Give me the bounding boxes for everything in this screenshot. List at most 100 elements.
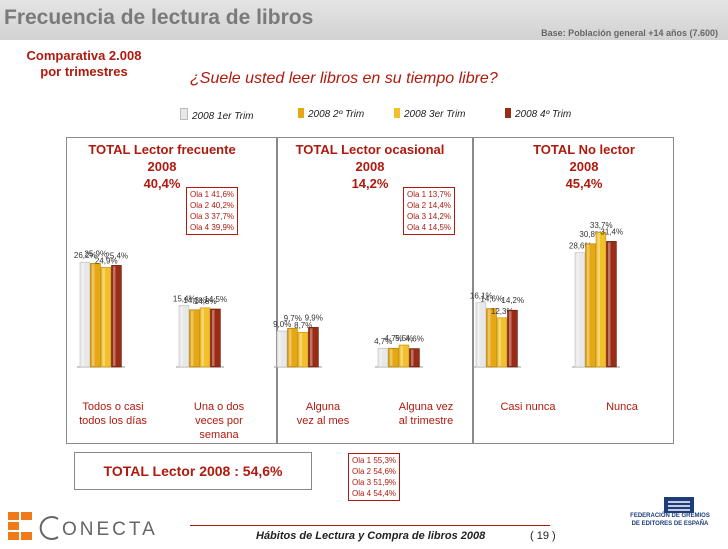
group-title-frecuente-pct: 40,4%	[143, 176, 181, 191]
bar-highlight	[411, 349, 414, 366]
category-label-1-line2: todos los días	[79, 415, 147, 427]
federacion-text: FEDERACIÓN DE GREMIOS DE EDITORES DE ESP…	[614, 512, 726, 528]
bar-highlight	[191, 310, 194, 366]
legend-swatch-q3	[394, 108, 400, 118]
group-title-frecuente: TOTAL Lector frecuente 2008 40,4%	[66, 141, 258, 192]
bar-value-label: 9,9%	[305, 313, 323, 322]
bar-value-label: 12,3%	[491, 307, 514, 316]
legend-item-q1: 2008 1er Trim	[180, 108, 254, 122]
bar-highlight	[278, 332, 281, 366]
bar	[595, 231, 607, 368]
bar-value-label: 33,7%	[590, 221, 613, 230]
bar	[398, 344, 410, 368]
footer-title: Hábitos de Lectura y Compra de libros 20…	[256, 530, 486, 542]
bar	[178, 305, 190, 368]
bar-highlight	[310, 328, 313, 366]
federacion-mark-icon	[664, 497, 694, 513]
federacion-logo	[664, 497, 694, 518]
bar-value-label: 30,8%	[579, 230, 602, 239]
legend-item-q4: 2008 4º Trim	[505, 108, 571, 122]
base-note: Base: Población general +14 años (7.600)	[541, 28, 718, 38]
group-title-no-lector: TOTAL No lector 2008 45,4%	[484, 141, 684, 192]
group-title-no-lector-line1: TOTAL No lector	[533, 142, 635, 157]
category-label-2-line3: semana	[199, 429, 239, 441]
subtitle: Comparativa 2.008 por trimestres	[14, 48, 154, 80]
bar	[100, 267, 112, 368]
bar-highlight	[81, 263, 84, 366]
category-label-2-line1: Una o dos	[193, 401, 245, 413]
ola-total-3: Ola 3 51,9%	[352, 478, 397, 487]
category-label-2: Una o dos veces por semana	[164, 400, 274, 442]
ola-total-4: Ola 4 54,4%	[352, 489, 397, 498]
category-label-6-line1: Nunca	[606, 401, 638, 413]
bar-highlight	[608, 242, 611, 366]
bar	[475, 302, 487, 368]
bar-highlight	[92, 264, 95, 366]
bar-highlight	[498, 318, 501, 366]
bar-value-label: 15,4%	[173, 294, 196, 303]
category-label-5-line1: Casi nunca	[500, 401, 556, 413]
subtitle-line-1: Comparativa 2.008	[26, 48, 142, 63]
category-label-2-line2: veces por	[195, 415, 243, 427]
bar	[199, 307, 211, 368]
ola-total-1: Ola 1 55,3%	[352, 456, 397, 465]
bar-value-label: 28,6%	[569, 242, 592, 251]
bar	[308, 327, 319, 368]
bar-highlight	[400, 346, 403, 366]
bar-highlight	[509, 311, 512, 366]
ola-frecuente-3: Ola 3 37,7%	[190, 212, 235, 221]
footer-divider	[190, 525, 550, 526]
ola-box-ocasional: Ola 1 13,7% Ola 2 14,4% Ola 3 14,2% Ola …	[403, 187, 456, 235]
bar-value-label: 26,2%	[74, 251, 97, 260]
federacion-line-2: DE EDITORES DE ESPAÑA	[631, 521, 709, 527]
legend-label-q2: 2008 2º Trim	[308, 109, 365, 120]
bar-highlight	[289, 329, 292, 366]
group-title-ocasional-pct: 14,2%	[351, 176, 389, 191]
bar	[276, 330, 288, 368]
category-label-3-line1: Alguna	[305, 401, 341, 413]
bar-highlight	[379, 349, 382, 366]
bar	[585, 243, 596, 368]
bar-highlight	[113, 266, 116, 366]
group-title-ocasional: TOTAL Lector ocasional 2008 14,2%	[276, 141, 464, 192]
bar-highlight	[212, 310, 215, 366]
federacion-line-1: FEDERACIÓN DE GREMIOS	[630, 513, 710, 519]
ola-ocasional-2: Ola 2 14,4%	[407, 201, 452, 210]
bar	[79, 261, 91, 368]
page-number: ( 19 )	[530, 530, 556, 542]
panel-lector-ocasional	[276, 137, 474, 444]
group-title-frecuente-line1: TOTAL Lector frecuente	[88, 142, 236, 157]
bar-value-label: 16,1%	[470, 292, 493, 301]
bar-highlight	[299, 333, 302, 366]
bar	[287, 327, 298, 368]
bar-value-label: 14,5%	[204, 295, 227, 304]
bar	[189, 309, 200, 368]
ola-frecuente-4: Ola 4 39,9%	[190, 223, 235, 232]
bar-value-label: 9,7%	[284, 314, 302, 323]
bar-value-label: 4,6%	[406, 335, 424, 344]
category-label-5: Casi nunca	[473, 400, 583, 414]
bar-value-label: 31,4%	[600, 227, 623, 236]
bar-value-label: 14,2%	[501, 296, 524, 305]
bar-highlight	[390, 349, 393, 366]
bar	[507, 309, 518, 368]
page-title: Frecuencia de lectura de libros	[4, 6, 314, 29]
category-label-4: Alguna vez al trimestre	[371, 400, 481, 428]
group-title-no-lector-line2: 2008	[569, 159, 599, 174]
bar-highlight	[201, 308, 204, 366]
bar-value-label: 25,9%	[84, 249, 107, 258]
bar-highlight	[587, 244, 590, 366]
legend-item-q3: 2008 3er Trim	[394, 108, 466, 122]
ola-frecuente-1: Ola 1 41,6%	[190, 190, 235, 199]
bar-value-label: 25,4%	[105, 251, 128, 260]
total-lector-box: TOTAL Lector 2008 : 54,6%	[74, 452, 312, 490]
category-label-1: Todos o casi todos los días	[58, 400, 168, 428]
conecta-brand-text: ONECTA	[62, 519, 158, 540]
conecta-mark-icon	[8, 512, 59, 540]
bar-value-label: 8,7%	[294, 321, 312, 330]
bar	[377, 347, 389, 368]
group-title-frecuente-line2: 2008	[147, 159, 177, 174]
legend-label-q1: 2008 1er Trim	[192, 111, 254, 122]
bar	[388, 347, 399, 368]
bar	[297, 331, 309, 368]
